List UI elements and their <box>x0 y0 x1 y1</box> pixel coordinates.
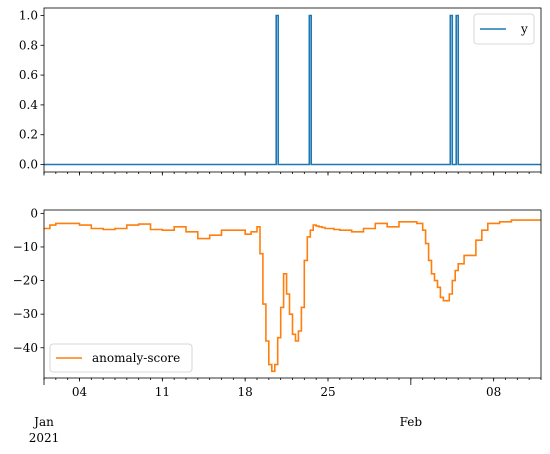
bottom-x-tick-label: 25 <box>320 385 335 399</box>
top-y-tick-label: 0.6 <box>19 68 38 82</box>
bottom-y-tick-label: 0 <box>30 206 38 220</box>
top-y-tick-label: 0.8 <box>19 38 38 52</box>
top-subplot: 0.0 0.2 0.4 0.6 0.8 1.0 y <box>19 7 542 176</box>
top-x-axis <box>43 172 542 176</box>
bottom-y-tick-label: −40 <box>13 341 38 355</box>
legend-label-y: y <box>520 22 528 36</box>
bottom-x-axis: 04 11 18 25 08 Jan 2021 Feb <box>29 378 542 445</box>
bottom-y-tick-label: −20 <box>13 274 38 288</box>
top-y-tick-label: 0.0 <box>19 158 38 172</box>
top-y-axis: 0.0 0.2 0.4 0.6 0.8 1.0 <box>19 8 44 172</box>
top-y-tick-label: 1.0 <box>19 8 38 22</box>
bottom-x-tick-label: 11 <box>155 385 170 399</box>
bottom-series-layer <box>44 219 541 373</box>
bottom-legend: anomaly-score <box>49 343 193 373</box>
top-y-tick-label: 0.2 <box>19 128 38 142</box>
top-legend: y <box>473 13 535 45</box>
top-series-layer <box>44 14 541 166</box>
bottom-x-major-tick-label: Jan <box>32 415 54 429</box>
bottom-x-major-tick-label: Feb <box>400 415 423 429</box>
series-line-y <box>44 14 541 166</box>
bottom-y-axis: 0 −10 −20 −30 −40 <box>13 206 44 355</box>
series-line-anomaly-score <box>44 219 541 373</box>
bottom-x-tick-label: 18 <box>238 385 253 399</box>
bottom-x-tick-label: 04 <box>72 385 88 399</box>
bottom-y-tick-label: −30 <box>13 307 38 321</box>
top-y-tick-label: 0.4 <box>19 98 38 112</box>
bottom-subplot: 0 −10 −20 −30 −40 04 11 18 25 08 Jan 2021 Feb anoma… <box>13 206 542 445</box>
bottom-x-major-tick-label: 2021 <box>29 431 60 445</box>
bottom-legend-box <box>49 343 193 373</box>
bottom-x-tick-label: 08 <box>486 385 501 399</box>
bottom-y-tick-label: −10 <box>13 240 38 254</box>
legend-label-anomaly-score: anomaly-score <box>92 351 180 365</box>
